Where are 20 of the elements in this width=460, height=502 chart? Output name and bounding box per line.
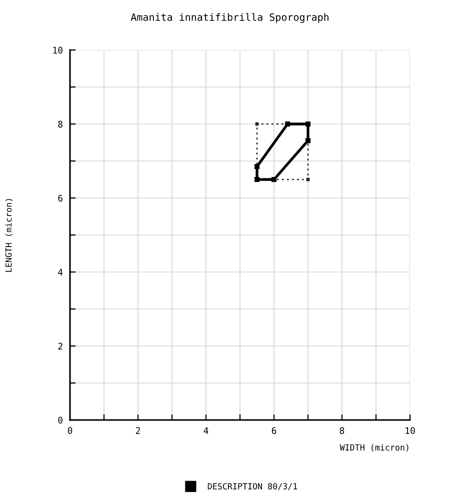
y-tick-label: 10 [53,46,62,54]
x-tick-label: 2 [136,427,140,434]
x-tick-label: 6 [272,427,276,434]
y-tick-label: 0 [58,416,62,424]
y-tick-label: 4 [58,268,63,276]
point [254,164,260,170]
x-tick-label: 8 [340,427,344,434]
point [285,122,290,126]
point [272,177,276,182]
legend-label: DESCRIPTION 80/3/1 [208,483,298,490]
y-tick-label: 8 [58,120,62,128]
x-tick-label: 0 [68,427,72,434]
y-axis-title: LENGTH (micron) [5,199,13,272]
chart-title: Amanita innatifibrilla Sporograph [130,13,328,23]
x-tick-label: 4 [204,427,208,434]
y-tick-label: 6 [58,194,62,202]
x-tick-label: 10 [406,427,415,434]
x-axis-title: WIDTH (micron) [340,444,408,452]
point [306,138,310,144]
y-tick-label: 2 [58,342,62,350]
